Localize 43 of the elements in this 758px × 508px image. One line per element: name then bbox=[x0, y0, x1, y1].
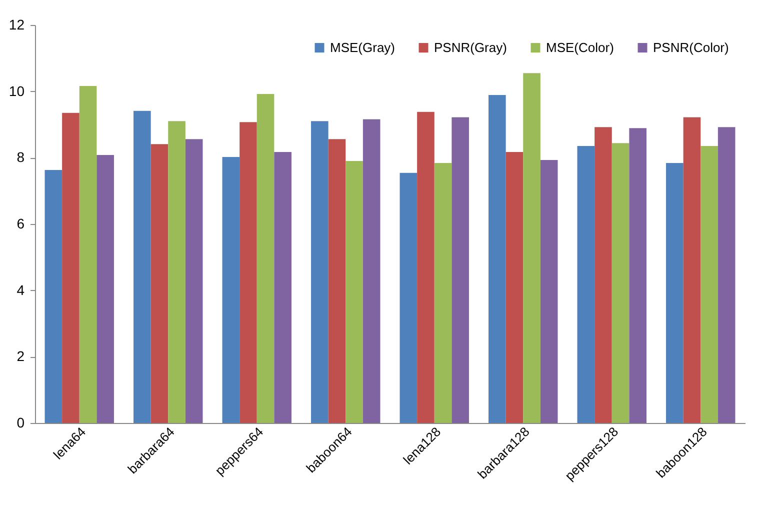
bar bbox=[362, 119, 380, 423]
bar bbox=[523, 73, 540, 423]
bar bbox=[452, 117, 469, 423]
legend-label: MSE(Color) bbox=[546, 40, 614, 55]
legend-label: MSE(Gray) bbox=[330, 40, 395, 55]
bar bbox=[400, 172, 418, 423]
bar bbox=[274, 152, 292, 423]
y-tick-label: 12 bbox=[8, 16, 25, 32]
bar bbox=[346, 160, 363, 423]
bar bbox=[417, 112, 434, 423]
bar bbox=[328, 139, 346, 423]
bar bbox=[700, 146, 718, 423]
y-tick-label: 8 bbox=[16, 149, 25, 166]
y-tick-label: 10 bbox=[8, 82, 25, 99]
y-tick-label: 6 bbox=[16, 216, 25, 232]
bar bbox=[629, 128, 646, 423]
bar bbox=[96, 155, 114, 423]
bar bbox=[594, 127, 612, 423]
bar bbox=[240, 122, 257, 423]
legend-label: PSNR(Gray) bbox=[434, 40, 507, 55]
legend-label: PSNR(Color) bbox=[653, 40, 729, 55]
bar bbox=[134, 110, 151, 423]
bar bbox=[718, 127, 736, 423]
bar bbox=[506, 152, 524, 423]
y-tick-label: 0 bbox=[16, 414, 25, 430]
bar bbox=[540, 160, 558, 423]
bar bbox=[683, 117, 701, 423]
bar bbox=[168, 121, 186, 423]
bar bbox=[150, 144, 168, 423]
bar bbox=[488, 94, 506, 423]
bar bbox=[434, 162, 452, 423]
bar bbox=[311, 121, 328, 423]
y-tick-label: 2 bbox=[16, 348, 25, 364]
bar bbox=[577, 146, 595, 423]
bar bbox=[44, 170, 62, 423]
y-tick-label: 4 bbox=[16, 282, 25, 298]
bar bbox=[612, 143, 630, 423]
bar bbox=[62, 112, 80, 423]
bar bbox=[256, 94, 274, 423]
bar bbox=[185, 139, 203, 423]
bar bbox=[79, 86, 97, 423]
bar bbox=[666, 162, 684, 423]
bar bbox=[222, 157, 240, 423]
